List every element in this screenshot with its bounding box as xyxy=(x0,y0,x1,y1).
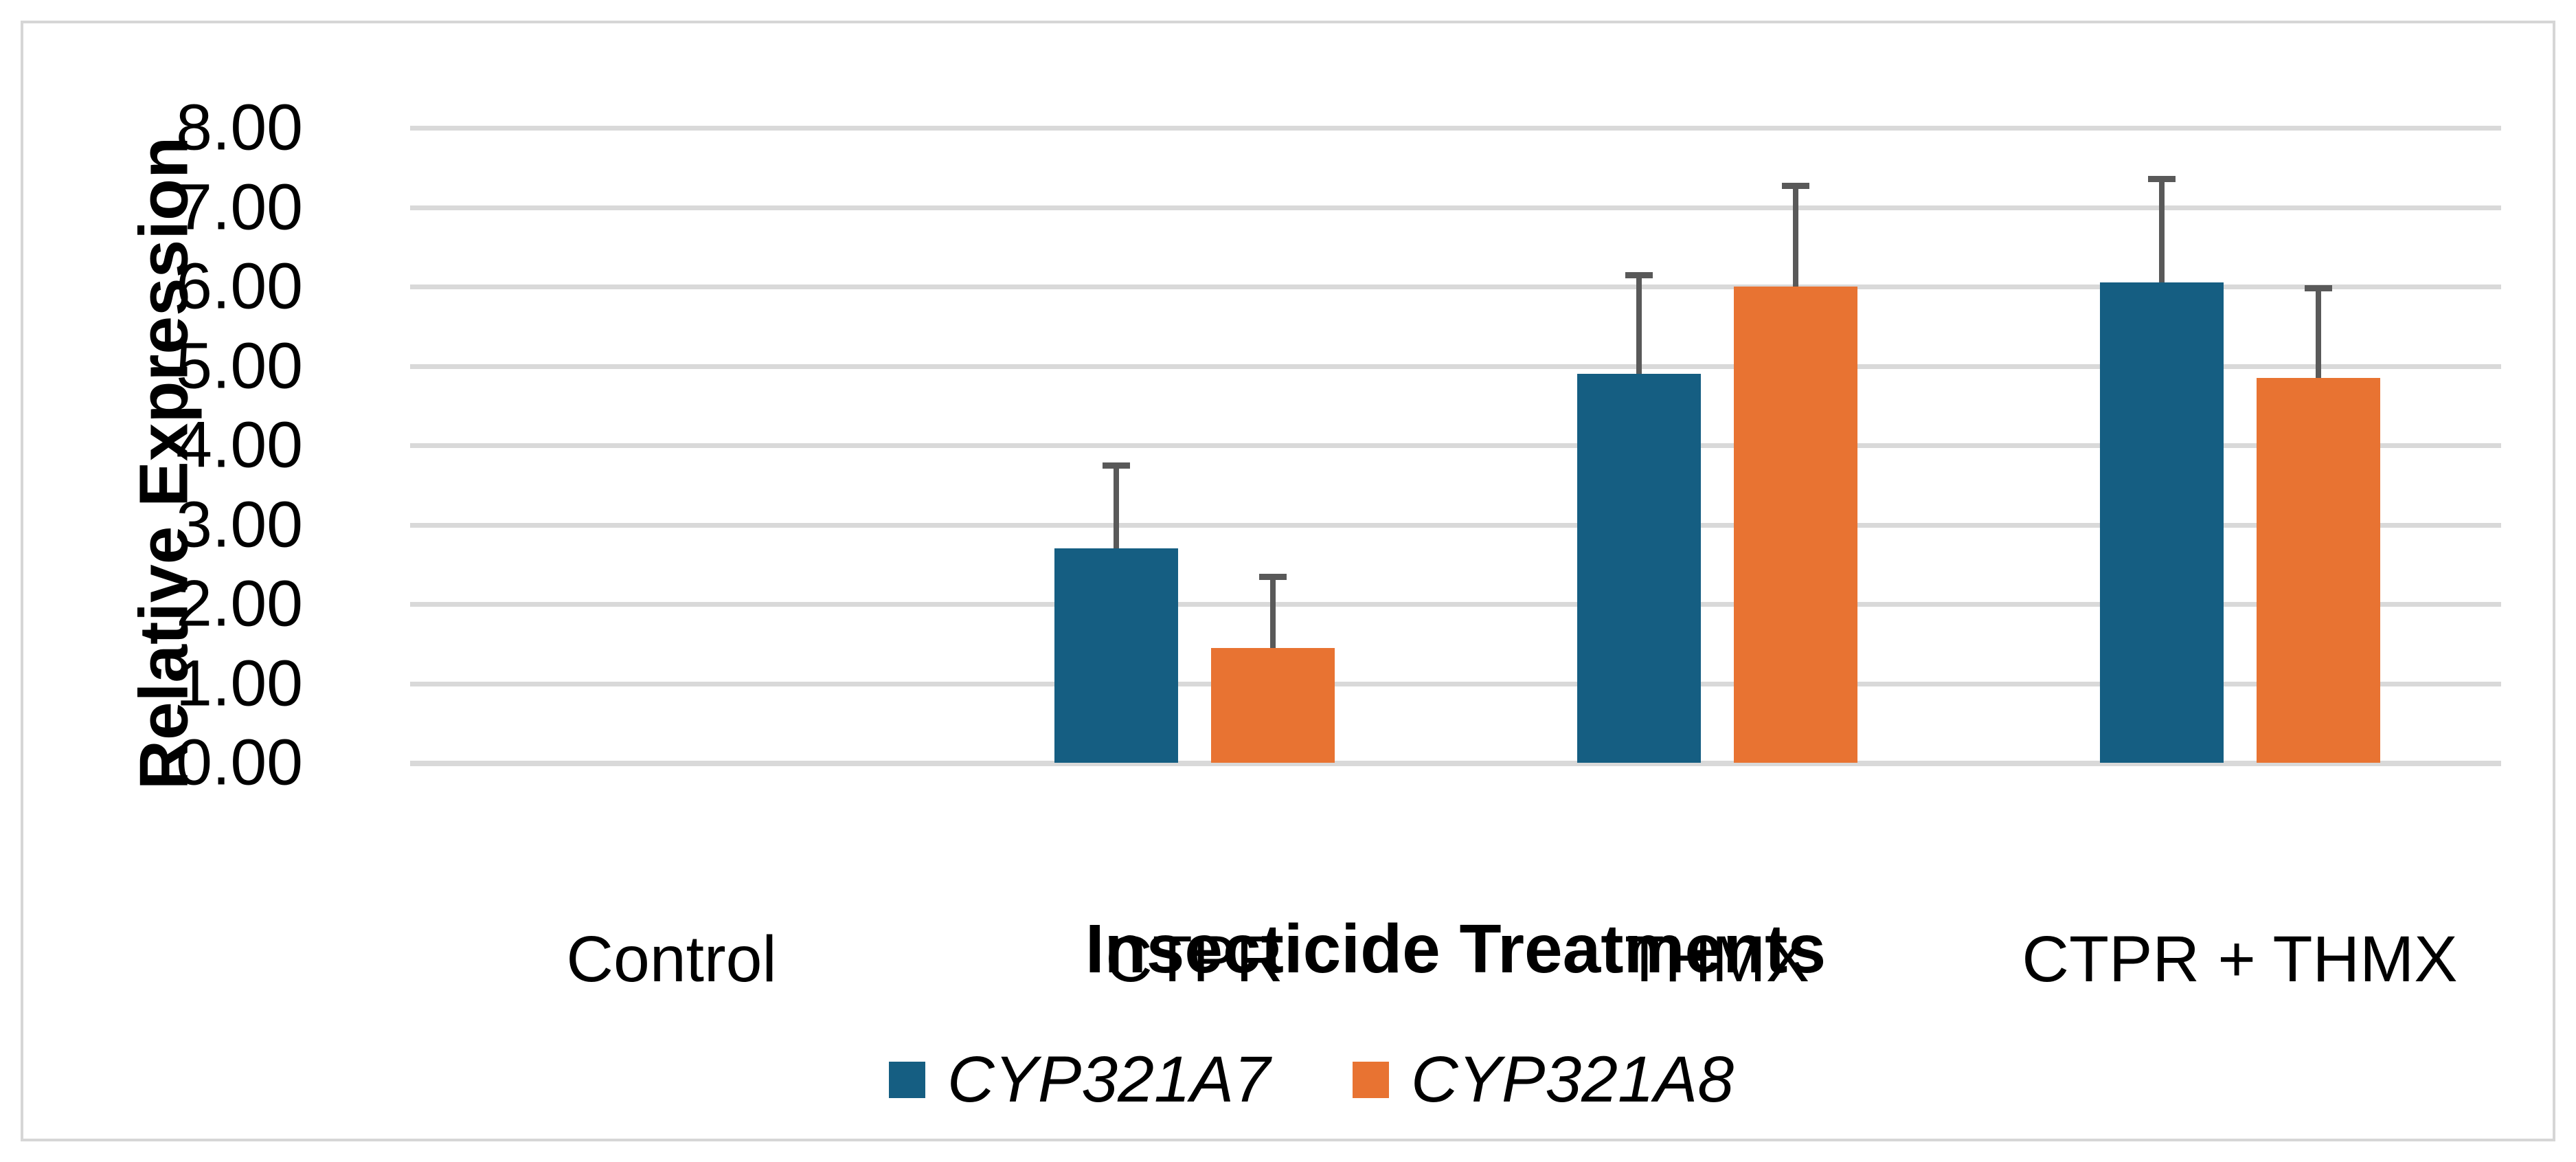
x-axis-title: Insecticide Treatments xyxy=(1085,910,1827,987)
error-bar-CYP321A8-THMX xyxy=(1792,186,1798,287)
y-tick-label-2.00: 2.00 xyxy=(176,567,303,640)
x-tick-label-THMX: THMX xyxy=(1624,923,1810,996)
y-tick-label-4.00: 4.00 xyxy=(176,408,303,482)
error-bar-cap-CYP321A7-THMX xyxy=(1625,271,1653,278)
gridline-8 xyxy=(410,126,2501,131)
bar-CYP321A7-CTPR+THMX xyxy=(2099,282,2224,763)
gridline-7 xyxy=(410,205,2501,210)
y-tick-label-6.00: 6.00 xyxy=(176,249,303,323)
chart-frame: 0.00 1.00 2.00 3.00 4.00 5.00 6.00 7.00 8.00 Cont… xyxy=(21,21,2555,1141)
y-tick-label-8.00: 8.00 xyxy=(176,91,303,164)
x-tick-label-CTPR+THMX: CTPR + THMX xyxy=(2022,923,2458,996)
y-tick-label-7.00: 7.00 xyxy=(176,170,303,243)
x-axis-line xyxy=(410,761,2501,766)
error-bar-CYP321A8-CTPR xyxy=(1269,576,1276,648)
bar-CYP321A8-CTPR xyxy=(1210,647,1335,763)
legend-swatch-CYP321A7 xyxy=(888,1061,925,1098)
error-bar-cap-CYP321A7-CTPR+THMX xyxy=(2147,175,2176,182)
gridline-5 xyxy=(410,364,2501,369)
legend-label-CYP321A7: CYP321A7 xyxy=(947,1043,1270,1116)
gridline-3 xyxy=(410,522,2501,528)
error-bar-CYP321A8-CTPR+THMX xyxy=(2315,288,2321,378)
legend-item-CYP321A7: CYP321A7 xyxy=(888,1042,1270,1117)
legend-swatch-CYP321A8 xyxy=(1353,1061,1389,1098)
bar-CYP321A7-CTPR xyxy=(1054,548,1178,763)
error-bar-cap-CYP321A7-CTPR xyxy=(1102,462,1130,469)
error-bar-CYP321A7-CTPR+THMX xyxy=(2158,178,2165,283)
gridline-2 xyxy=(410,602,2501,607)
y-tick-label-5.00: 5.00 xyxy=(176,329,303,402)
x-tick-label-Control: Control xyxy=(566,923,777,996)
bar-CYP321A8-CTPR+THMX xyxy=(2256,377,2380,763)
error-bar-cap-CYP321A8-THMX xyxy=(1781,183,1809,190)
legend: CYP321A7 CYP321A8 xyxy=(23,1042,2576,1117)
legend-item-CYP321A8: CYP321A8 xyxy=(1353,1042,1734,1117)
x-tick-label-CTPR: CTPR xyxy=(1105,923,1283,996)
error-bar-cap-CYP321A8-CTPR xyxy=(1258,573,1287,580)
bar-CYP321A7-THMX xyxy=(1577,374,1701,763)
error-bar-cap-CYP321A8-CTPR+THMX xyxy=(2304,285,2332,292)
y-tick-label-3.00: 3.00 xyxy=(176,488,303,561)
gridline-4 xyxy=(410,443,2501,448)
error-bar-CYP321A7-CTPR xyxy=(1113,465,1119,549)
gridline-6 xyxy=(410,284,2501,289)
y-axis-title: Relative Expression xyxy=(125,136,203,790)
legend-label-CYP321A8: CYP321A8 xyxy=(1411,1043,1735,1116)
plot-area: 0.00 1.00 2.00 3.00 4.00 5.00 6.00 7.00 8.00 Cont… xyxy=(176,95,2501,992)
y-tick-label-1.00: 1.00 xyxy=(176,647,303,719)
error-bar-CYP321A7-THMX xyxy=(1636,274,1642,375)
y-tick-label-0.00: 0.00 xyxy=(176,726,303,799)
gridline-1 xyxy=(410,681,2501,686)
bar-CYP321A8-THMX xyxy=(1733,287,1857,763)
